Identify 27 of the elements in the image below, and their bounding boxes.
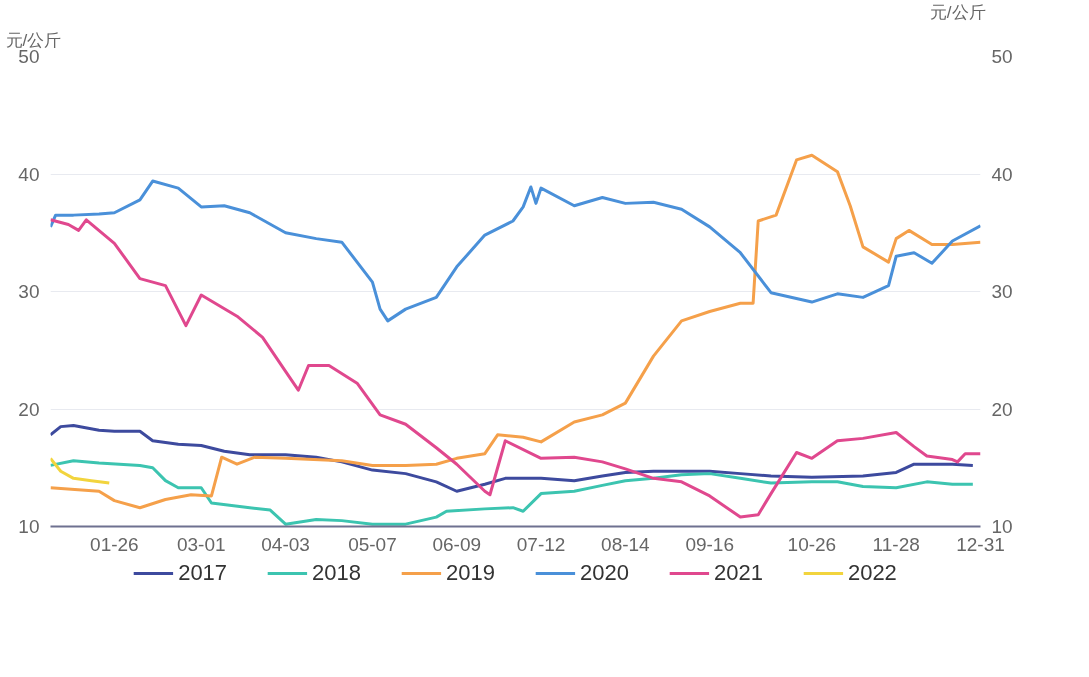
- x-tick-label: 04-03: [261, 533, 310, 555]
- x-tick-label: 01-26: [90, 533, 139, 555]
- y2-tick-label: 20: [991, 398, 1013, 420]
- legend-label: 2021: [713, 560, 763, 586]
- y-tick-label: 20: [18, 398, 40, 420]
- x-tick-label: 10-26: [787, 533, 837, 555]
- y2-tick-label: 30: [991, 281, 1013, 302]
- x-tick-label: 03-01: [176, 533, 226, 555]
- y2-tick-label: 40: [991, 163, 1013, 185]
- x-tick-label: 08-14: [601, 533, 651, 555]
- y2-axis-title: 元/公斤: [929, 2, 986, 22]
- x-tick-label: 09-16: [685, 533, 734, 555]
- legend-label: 2018: [312, 560, 362, 586]
- x-tick-label: 11-28: [872, 533, 920, 555]
- x-tick-label: 07-12: [516, 533, 566, 555]
- legend-label: 2019: [446, 560, 495, 586]
- legend-label: 2022: [847, 560, 897, 586]
- y-tick-label: 40: [18, 163, 40, 185]
- line-series: [50, 456, 111, 485]
- y-tick-label: 10: [18, 516, 40, 537]
- legend-label: 2017: [178, 560, 228, 586]
- y-axis-title: 元/公斤: [5, 30, 62, 50]
- x-tick-label: 06-09: [432, 533, 482, 555]
- x-tick-label: 05-07: [348, 533, 397, 555]
- y2-tick-label: 50: [991, 46, 1013, 67]
- y-tick-label: 30: [18, 281, 40, 302]
- legend-label: 2020: [580, 560, 629, 586]
